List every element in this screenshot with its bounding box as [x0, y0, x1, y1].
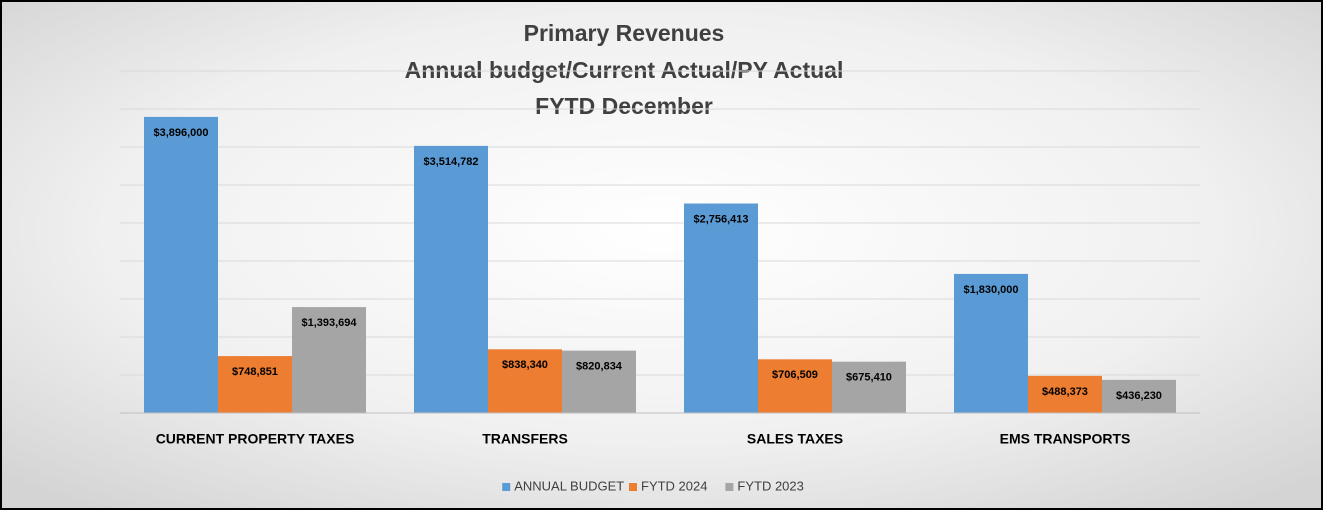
x-tick-label: TRANSFERS [482, 431, 568, 447]
bar [144, 116, 218, 414]
bar [1102, 379, 1176, 413]
data-label: $1,393,694 [301, 317, 357, 329]
data-label: $838,340 [502, 359, 548, 371]
bar [562, 350, 636, 413]
data-label: $1,830,000 [963, 284, 1018, 296]
data-label: $3,896,000 [153, 127, 208, 139]
bar [292, 307, 366, 413]
x-tick-label: CURRENT PROPERTY TAXES [156, 431, 355, 447]
data-label: $3,514,782 [423, 156, 478, 168]
bar [488, 349, 562, 413]
bar [1028, 375, 1102, 413]
chart-title: Primary Revenues [524, 20, 725, 46]
data-label: $748,851 [232, 366, 278, 378]
bar [414, 145, 488, 413]
bar [954, 273, 1028, 413]
legend-swatch [629, 483, 637, 491]
data-label: $706,509 [772, 369, 818, 381]
bar [684, 203, 758, 413]
legend-swatch [725, 483, 734, 491]
x-tick-label: SALES TAXES [747, 431, 843, 447]
data-label: $436,230 [1116, 390, 1162, 402]
data-label: $2,756,413 [693, 213, 748, 225]
x-tick-label: EMS TRANSPORTS [1000, 431, 1131, 447]
chart-title: FYTD December [535, 93, 713, 119]
bar [832, 361, 906, 413]
legend-label: FYTD 2024 [641, 478, 707, 493]
legend-swatch [502, 483, 511, 491]
data-label: $488,373 [1042, 386, 1088, 398]
bar [218, 356, 292, 413]
legend-label: FYTD 2023 [737, 478, 803, 493]
bar [758, 359, 832, 413]
data-label: $675,410 [846, 372, 892, 384]
data-label: $820,834 [576, 361, 623, 373]
chart-title: Annual budget/Current Actual/PY Actual [405, 57, 844, 83]
legend-label: ANNUAL BUDGET [514, 478, 624, 493]
